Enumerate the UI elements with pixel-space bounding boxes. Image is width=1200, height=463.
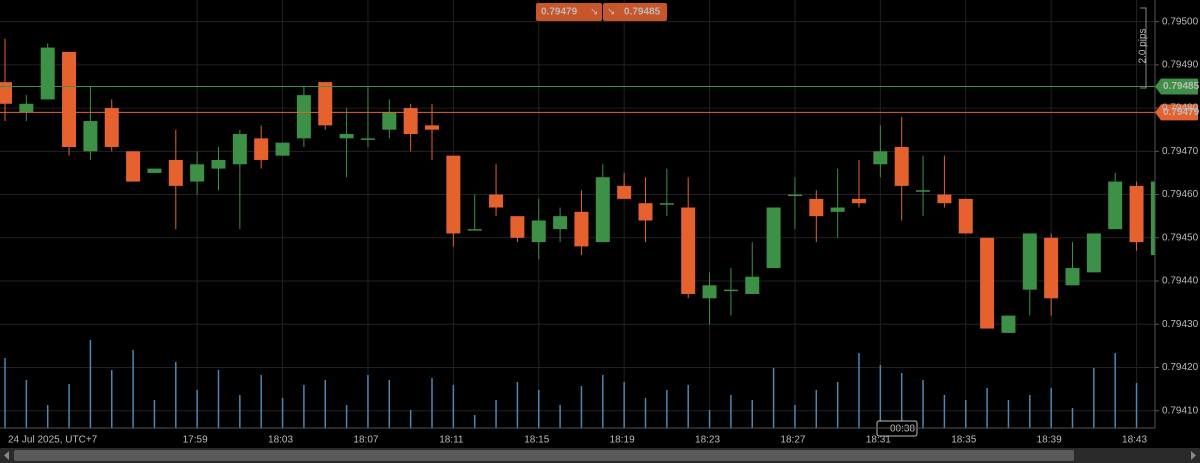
y-tick-label: 0.79420 <box>1162 362 1199 373</box>
sell-button[interactable] <box>536 3 602 21</box>
scroll-right[interactable] <box>1191 451 1196 460</box>
candle-body <box>894 146 909 186</box>
x-tick-label: 18:39 <box>1037 435 1062 446</box>
candle-body <box>553 216 568 230</box>
y-tick-label: 0.79480 <box>1162 103 1199 114</box>
candle-body <box>1022 233 1037 290</box>
candle-body <box>873 151 888 165</box>
candle-body <box>403 108 418 135</box>
x-tick-label: 18:23 <box>695 435 720 446</box>
buy-button[interactable] <box>603 3 667 21</box>
spread-label: 2.0 pips <box>1138 28 1149 63</box>
scrollbar-thumb[interactable] <box>14 450 1074 461</box>
sell-price[interactable]: 0.79479 <box>541 7 578 18</box>
candle-body <box>1108 181 1123 230</box>
scroll-left[interactable] <box>4 451 9 460</box>
overlay: 0.79485 0.79479 0.79479 ↘ ↘ 0.79485 00:38 <box>0 3 1200 437</box>
candle-body <box>702 285 717 299</box>
candle-body <box>360 138 375 140</box>
bid-tag <box>1155 104 1198 121</box>
candle-body <box>147 168 162 173</box>
candle-body <box>574 211 589 247</box>
candle-body <box>830 207 845 212</box>
candle-body <box>446 155 461 234</box>
ask-tag-label: 0.79485 <box>1163 81 1200 92</box>
candle-body <box>809 198 824 217</box>
candle-body <box>489 194 504 208</box>
y-tick-label: 0.79450 <box>1162 232 1199 243</box>
candle-body <box>296 95 311 139</box>
candle-body <box>745 276 760 294</box>
y-tick-label: 0.79410 <box>1162 405 1199 416</box>
candle-body <box>916 190 931 192</box>
candle-body <box>62 51 77 147</box>
candle-body <box>638 203 653 221</box>
countdown: 00:38 <box>890 424 915 435</box>
sell-icon[interactable]: ↘ <box>590 7 598 18</box>
candle-body <box>467 229 482 231</box>
y-tick-label: 0.79470 <box>1162 146 1199 157</box>
candle-body <box>510 216 525 238</box>
spread-bracket <box>1140 7 1147 89</box>
candle-body <box>1044 237 1059 299</box>
candle-body <box>425 125 439 130</box>
y-tick-label: 0.79500 <box>1162 16 1199 27</box>
candle-body <box>980 237 995 329</box>
date-label: 24 Jul 2025, UTC+7 <box>8 435 98 446</box>
candle-layer <box>0 38 1155 333</box>
candle-body <box>275 142 290 156</box>
candle-body <box>852 198 866 204</box>
candle-body <box>40 47 55 100</box>
candle-body <box>1065 268 1080 286</box>
candle-body <box>1129 185 1144 243</box>
candle-body <box>83 121 98 152</box>
candle-body <box>19 103 34 113</box>
candle-body <box>787 194 802 197</box>
buy-icon[interactable]: ↘ <box>607 7 615 18</box>
candle-body <box>104 108 119 147</box>
y-tick-label: 0.79460 <box>1162 189 1199 200</box>
x-tick-label: 18:19 <box>610 435 635 446</box>
candle-body <box>190 164 205 182</box>
candle-body <box>232 134 247 165</box>
candle-body <box>937 194 952 204</box>
x-tick-label: 17:59 <box>183 435 208 446</box>
x-tick-label: 18:27 <box>780 435 805 446</box>
y-tick-label: 0.79430 <box>1162 319 1199 330</box>
candle-body <box>211 159 226 169</box>
volume-layer <box>4 340 1138 428</box>
buy-price[interactable]: 0.79485 <box>624 7 661 18</box>
x-tick-label: 18:43 <box>1122 435 1147 446</box>
candle-body <box>382 112 397 130</box>
candle-body <box>1150 181 1155 256</box>
x-tick-label: 18:35 <box>951 435 976 446</box>
bid-tag-label: 0.79479 <box>1163 107 1200 118</box>
candle-body <box>595 177 610 243</box>
candle-body <box>1001 315 1016 333</box>
candle-body <box>766 207 781 269</box>
candle-body <box>723 289 738 292</box>
candle-body <box>254 138 269 160</box>
candle-body <box>681 207 696 294</box>
candle-body <box>0 82 12 104</box>
candle-body <box>617 185 632 199</box>
candle-body <box>168 159 183 186</box>
x-tick-label: 18:03 <box>268 435 293 446</box>
x-tick-label: 18:15 <box>524 435 549 446</box>
y-tick-label: 0.79440 <box>1162 276 1199 287</box>
ask-tag <box>1155 78 1198 95</box>
candle-body <box>318 82 333 126</box>
candle-body <box>1086 233 1101 273</box>
y-tick-label: 0.79490 <box>1162 59 1199 70</box>
candle-body <box>958 198 973 234</box>
candle-body <box>531 220 546 243</box>
x-tick-label: 18:31 <box>866 435 891 446</box>
x-tick-label: 18:11 <box>439 435 464 446</box>
candle-body <box>659 203 674 205</box>
candle-body <box>339 134 354 139</box>
candle-body <box>126 151 141 182</box>
x-tick-label: 18:07 <box>353 435 378 446</box>
